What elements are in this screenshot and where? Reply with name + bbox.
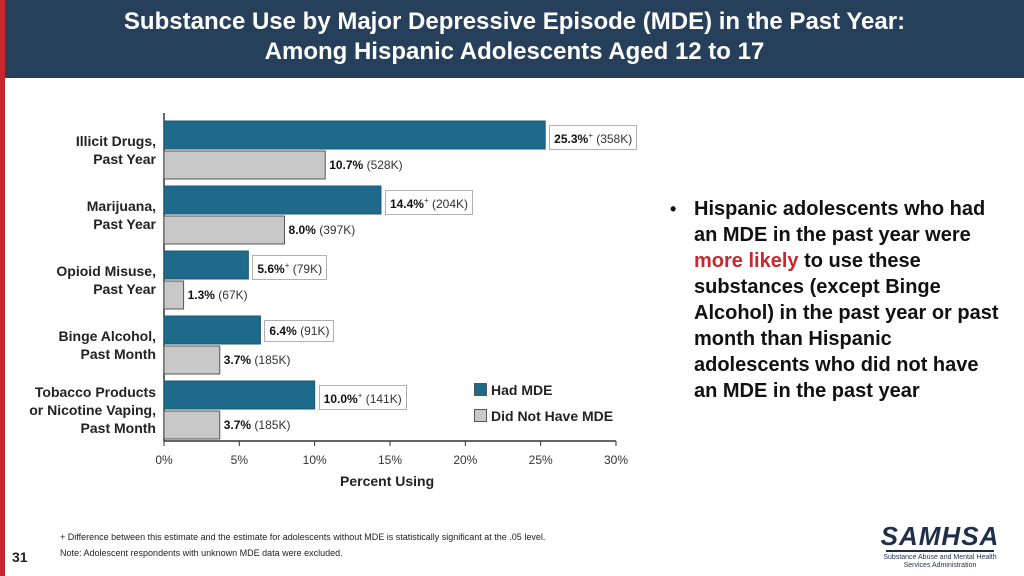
data-label-had-mde: 6.4% (91K) xyxy=(264,320,335,342)
category-label-line: Illicit Drugs, xyxy=(75,133,156,149)
x-tick-label: 25% xyxy=(528,453,553,467)
x-tick-label: 0% xyxy=(155,453,173,467)
bullet-dot: • xyxy=(670,199,677,219)
data-label-count: (185K) xyxy=(251,418,291,432)
data-label-no-mde: 3.7% (185K) xyxy=(224,352,291,368)
legend-had-mde-label: Had MDE xyxy=(491,382,553,398)
category-label: Opioid Misuse, Past Year xyxy=(6,262,156,298)
legend-had-mde-swatch xyxy=(474,383,487,396)
data-label-value: 5.6% xyxy=(257,262,285,276)
data-label-count: (185K) xyxy=(251,353,291,367)
category-label-line: Tobacco Products xyxy=(34,384,156,400)
bar-no-mde xyxy=(163,345,221,375)
bar-no-mde xyxy=(163,215,286,245)
category-label-line: Past Year xyxy=(93,151,156,167)
footnote-significance: + Difference between this estimate and t… xyxy=(60,532,546,542)
data-label-had-mde: 14.4%+ (204K) xyxy=(384,190,474,215)
legend-no-mde-label: Did Not Have MDE xyxy=(491,408,614,424)
slide-title-line-1: Substance Use by Major Depressive Episod… xyxy=(123,8,906,35)
samhsa-logo-wordmark: SAMHSA xyxy=(880,521,1000,551)
data-label-no-mde: 3.7% (185K) xyxy=(224,417,291,433)
category-label-line: Past Month xyxy=(80,346,156,362)
category-label-line: Past Year xyxy=(93,216,156,232)
bullet-text: Hispanic adolescents who had an MDE in t… xyxy=(670,196,1000,404)
data-label-had-mde: 10.0%+ (141K) xyxy=(318,385,407,410)
category-label-line: Past Month xyxy=(80,420,156,436)
bar-had-mde xyxy=(163,185,382,215)
data-label-had-mde: 5.6%+ (79K) xyxy=(252,255,328,280)
bullet-highlight: more likely xyxy=(694,250,799,272)
data-label-count: (358K) xyxy=(592,132,633,146)
data-label-value: 3.7% xyxy=(223,353,252,367)
data-label-value: 14.4% xyxy=(389,197,424,211)
category-label-line: or Nicotine Vaping, xyxy=(29,402,156,418)
samhsa-logo-subtitle-line-1: Substance Abuse and Mental Health xyxy=(883,554,997,561)
category-label: Marijuana, Past Year xyxy=(6,197,156,233)
data-label-count: (67K) xyxy=(214,288,248,302)
left-accent-bar xyxy=(0,0,5,576)
samhsa-logo-subtitle: Substance Abuse and Mental Health Servic… xyxy=(880,554,1000,570)
data-label-no-mde: 1.3% (67K) xyxy=(188,287,248,303)
x-tick-label: 20% xyxy=(453,453,478,467)
bar-had-mde xyxy=(163,380,316,410)
category-label: Binge Alcohol, Past Month xyxy=(6,327,156,363)
data-label-count: (397K) xyxy=(315,223,356,237)
significance-marker: + xyxy=(423,196,429,205)
data-label-no-mde: 8.0% (397K) xyxy=(289,222,356,238)
data-label-value: 8.0% xyxy=(288,223,316,237)
data-label-value: 6.4% xyxy=(269,324,297,338)
legend-had-mde: Had MDE xyxy=(474,381,552,399)
data-label-had-mde: 25.3%+ (358K) xyxy=(549,125,638,150)
data-label-count: (79K) xyxy=(289,262,323,276)
data-label-value: 10.7% xyxy=(329,158,364,172)
footnote-note: Note: Adolescent respondents with unknow… xyxy=(60,548,343,558)
significance-marker: + xyxy=(588,131,593,140)
slide-header: Substance Use by Major Depressive Episod… xyxy=(5,0,1024,78)
legend-no-mde: Did Not Have MDE xyxy=(474,407,613,425)
bar-no-mde xyxy=(163,280,185,310)
legend-no-mde-swatch xyxy=(474,409,487,422)
category-label-line: Marijuana, xyxy=(86,198,156,214)
data-label-count: (528K) xyxy=(363,158,403,172)
samhsa-logo-subtitle-line-2: Services Administration xyxy=(903,562,977,569)
x-tick-label: 15% xyxy=(377,453,403,467)
key-finding-bullet: • Hispanic adolescents who had an MDE in… xyxy=(670,196,1000,404)
data-label-count: (91K) xyxy=(296,324,330,338)
data-label-value: 25.3% xyxy=(554,132,589,146)
x-tick-label: 5% xyxy=(230,453,248,467)
data-label-no-mde: 10.7% (528K) xyxy=(329,157,402,173)
slide-title-line-2: Among Hispanic Adolescents Aged 12 to 17 xyxy=(264,38,765,65)
bullet-text-end: to use these substances (except Binge Al… xyxy=(694,250,999,402)
category-label: Illicit Drugs, Past Year xyxy=(6,132,156,168)
bar-no-mde xyxy=(163,150,326,180)
x-axis-title: Percent Using xyxy=(340,473,435,489)
category-label-line: Binge Alcohol, xyxy=(58,328,156,344)
bar-had-mde xyxy=(163,315,261,345)
data-label-count: (141K) xyxy=(362,392,402,406)
bullet-text-start: Hispanic adolescents who had an MDE in t… xyxy=(694,198,986,246)
significance-marker: + xyxy=(357,391,363,400)
bar-had-mde xyxy=(163,250,249,280)
bar-no-mde xyxy=(163,410,221,440)
category-label-line: Past Year xyxy=(93,281,156,297)
x-tick-label: 30% xyxy=(603,453,629,467)
category-label-line: Opioid Misuse, xyxy=(56,263,156,279)
data-label-value: 3.7% xyxy=(223,418,252,432)
data-label-value: 1.3% xyxy=(187,288,215,302)
bar-had-mde xyxy=(163,120,546,150)
page-number: 31 xyxy=(12,549,28,565)
samhsa-logo-rule xyxy=(886,550,994,552)
data-label-count: (204K) xyxy=(428,197,469,211)
significance-marker: + xyxy=(284,261,290,270)
data-label-value: 10.0% xyxy=(323,392,358,406)
x-tick-label: 10% xyxy=(302,453,327,467)
category-label: Tobacco Products or Nicotine Vaping, Past … xyxy=(6,383,156,437)
samhsa-logo: SAMHSA Substance Abuse and Mental Health… xyxy=(880,522,1000,570)
